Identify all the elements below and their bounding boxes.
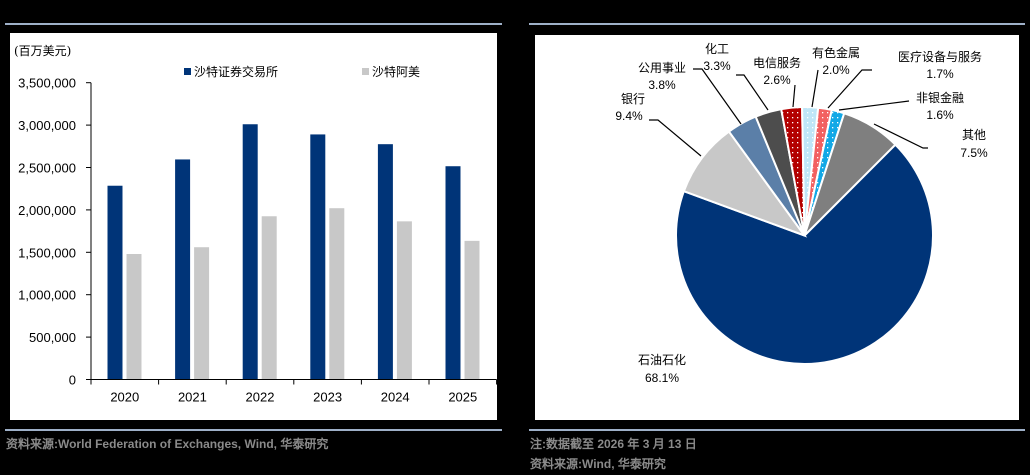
leader-line-metals xyxy=(811,69,819,108)
legend-label-exchange: 沙特证券交易所 xyxy=(194,64,278,79)
label-metals-pct: 2.0% xyxy=(822,63,850,77)
y-tick-label: 1,000,000 xyxy=(18,288,76,303)
x-tick-label: 2022 xyxy=(246,390,275,405)
bar-aramco-2024 xyxy=(396,221,412,380)
label-others-name: 其他 xyxy=(962,128,986,142)
leader-line-healthcare xyxy=(827,69,872,109)
legend-label-aramco: 沙特阿美 xyxy=(372,64,420,79)
y-tick-label: 3,500,000 xyxy=(18,76,76,91)
pie-slices xyxy=(675,106,934,365)
bar-aramco-2025 xyxy=(464,240,480,380)
leader-line-others xyxy=(873,123,928,149)
legend: 沙特证券交易所 沙特阿美 xyxy=(184,64,420,79)
left-source-text: 资料来源:World Federation of Exchanges, Wind… xyxy=(6,437,329,451)
label-utilities-name: 公用事业 xyxy=(638,61,686,75)
y-axis: 0 500,000 1,000,000 1,500,000 2,000,000 2,500… xyxy=(18,76,92,388)
legend-swatch-exchange xyxy=(184,68,191,75)
left-top-rule xyxy=(5,23,502,25)
x-tick-label: 2021 xyxy=(178,390,207,405)
x-tick-label: 2024 xyxy=(381,390,410,405)
label-metals-name: 有色金属 xyxy=(812,45,860,60)
x-tick-label: 2023 xyxy=(313,390,342,405)
bar-chart-panel: (百万美元) 沙特证券交易所 沙特阿美 0 500,000 1,000,000 1,5… xyxy=(10,33,498,420)
unit-label: (百万美元) xyxy=(14,44,71,58)
x-tick-label: 2020 xyxy=(110,390,139,405)
y-tick-label: 1,500,000 xyxy=(18,245,76,260)
bar-aramco-2023 xyxy=(329,208,345,380)
bar-aramco-2020 xyxy=(126,253,142,380)
label-others-pct: 7.5% xyxy=(960,146,988,160)
bar-chart: (百万美元) 沙特证券交易所 沙特阿美 0 500,000 1,000,000 1,5… xyxy=(14,44,498,405)
x-tick-label: 2025 xyxy=(448,390,477,405)
pie-chart: 银行 9.4% 公用事业 3.8% 化工 3.3% 电信服务 2.6% 有色金属… xyxy=(615,42,988,385)
leader-line-chemicals xyxy=(736,74,769,111)
y-tick-label: 2,500,000 xyxy=(18,161,76,176)
x-axis: 2020 2021 2022 2023 2024 2025 xyxy=(90,379,498,405)
right-source-text: 资料来源:Wind, 华泰研究 xyxy=(530,457,666,471)
bar-exchange-2022 xyxy=(242,124,258,380)
leader-lines xyxy=(649,68,928,157)
bar-aramco-2021 xyxy=(194,247,210,380)
right-bottom-rule xyxy=(529,429,1025,431)
label-healthcare-name: 医疗设备与服务 xyxy=(898,49,982,64)
bar-exchange-2025 xyxy=(445,166,461,380)
leader-line-utilities xyxy=(693,68,742,125)
label-telecom-pct: 2.6% xyxy=(763,73,791,87)
bar-exchange-2020 xyxy=(107,185,123,380)
label-nonbank-pct: 1.6% xyxy=(926,108,954,122)
legend-swatch-aramco xyxy=(362,68,369,75)
label-bank-pct: 9.4% xyxy=(615,109,643,123)
leader-line-telecom xyxy=(792,84,796,108)
pie-slice-1 xyxy=(682,130,808,238)
right-top-rule xyxy=(529,23,1025,25)
bar-exchange-2021 xyxy=(175,159,191,380)
pie-slice-8 xyxy=(803,112,897,237)
y-tick-label: 2,000,000 xyxy=(18,203,76,218)
bar-exchange-2023 xyxy=(310,134,326,380)
pie-labels: 银行 9.4% 公用事业 3.8% 化工 3.3% 电信服务 2.6% 有色金属… xyxy=(615,42,988,385)
left-bottom-rule xyxy=(5,429,502,431)
label-petro-pct: 68.1% xyxy=(645,371,679,385)
y-tick-label: 3,000,000 xyxy=(18,118,76,133)
bar-aramco-2022 xyxy=(261,216,277,380)
y-tick-label: 0 xyxy=(69,373,76,388)
label-bank-name: 银行 xyxy=(621,92,645,106)
label-petro-name: 石油石化 xyxy=(638,353,686,367)
y-tick-label: 500,000 xyxy=(29,330,76,345)
leader-line-nonbank xyxy=(838,100,910,111)
label-telecom-name: 电信服务 xyxy=(753,55,801,70)
label-healthcare-pct: 1.7% xyxy=(926,67,954,81)
label-utilities-pct: 3.8% xyxy=(648,78,676,92)
bar-exchange-2024 xyxy=(377,144,393,380)
bars xyxy=(107,124,480,380)
pie-chart-panel: 银行 9.4% 公用事业 3.8% 化工 3.3% 电信服务 2.6% 有色金属… xyxy=(535,35,1019,420)
label-chemicals-pct: 3.3% xyxy=(703,59,731,73)
pie-slice-0 xyxy=(675,143,934,365)
label-nonbank-name: 非银金融 xyxy=(916,90,964,105)
leader-line-bank xyxy=(649,119,702,157)
label-chemicals-name: 化工 xyxy=(705,42,729,56)
right-note-text: 注:数据截至 2026 年 3 月 13 日 xyxy=(530,437,697,451)
